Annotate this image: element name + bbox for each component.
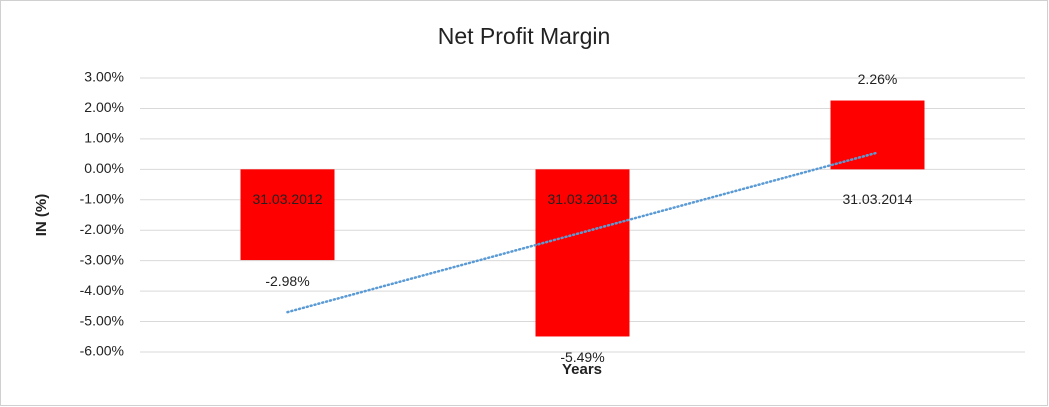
y-tick-label: 3.00% (84, 69, 124, 85)
y-tick-label: -4.00% (80, 282, 124, 298)
y-tick-label: -6.00% (80, 343, 124, 359)
category-label: 31.03.2013 (547, 191, 617, 207)
y-tick-label: -1.00% (80, 190, 124, 206)
y-tick-label: 1.00% (84, 130, 124, 146)
y-tick-label: -2.00% (80, 221, 124, 237)
category-label: 31.03.2014 (842, 191, 912, 207)
y-tick-label: -3.00% (80, 251, 124, 267)
chart-title: Net Profit Margin (438, 23, 611, 49)
bar (240, 169, 335, 261)
bar (535, 169, 630, 337)
bar (830, 100, 925, 170)
trendline (286, 151, 879, 314)
y-tick-label: -5.00% (80, 312, 124, 328)
value-label: 2.26% (858, 71, 898, 87)
y-tick-label: 2.00% (84, 99, 124, 115)
category-label: 31.03.2012 (252, 191, 322, 207)
value-label: -5.49% (560, 349, 604, 365)
y-tick-label: 0.00% (84, 160, 124, 176)
y-axis-title: IN (%) (33, 194, 50, 237)
x-axis-title: Years (562, 361, 602, 378)
value-label: -2.98% (265, 273, 309, 289)
